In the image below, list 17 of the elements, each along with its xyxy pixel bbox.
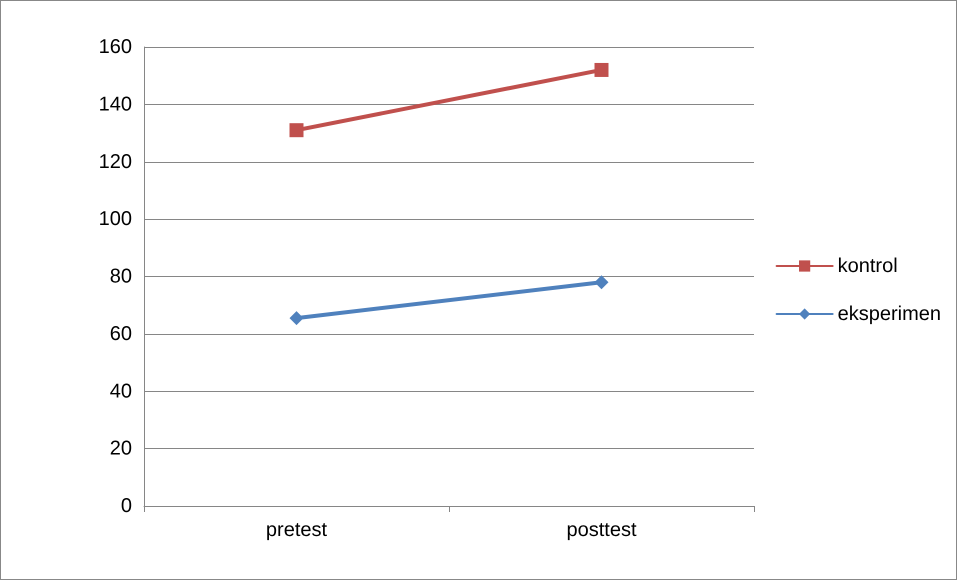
y-tick-label: 160 [98, 36, 132, 58]
y-tick-label: 20 [110, 438, 132, 460]
point [290, 123, 304, 138]
y-tick-label: 60 [110, 322, 132, 345]
point [594, 275, 608, 290]
y-tick-label: 140 [98, 93, 132, 116]
point [290, 311, 304, 326]
y-tick-label: 40 [110, 380, 132, 402]
y-tick-label: 80 [110, 266, 132, 288]
legend-label: eksperimen [838, 303, 942, 325]
x-tick-label: posttest [566, 519, 637, 541]
point [594, 62, 608, 77]
y-tick-label: 120 [98, 150, 132, 173]
y-tick-label: 0 [120, 495, 132, 517]
y-tick-label: 100 [98, 208, 132, 230]
legend-label: kontrol [838, 255, 898, 277]
x-tick-label: pretest [266, 519, 328, 541]
